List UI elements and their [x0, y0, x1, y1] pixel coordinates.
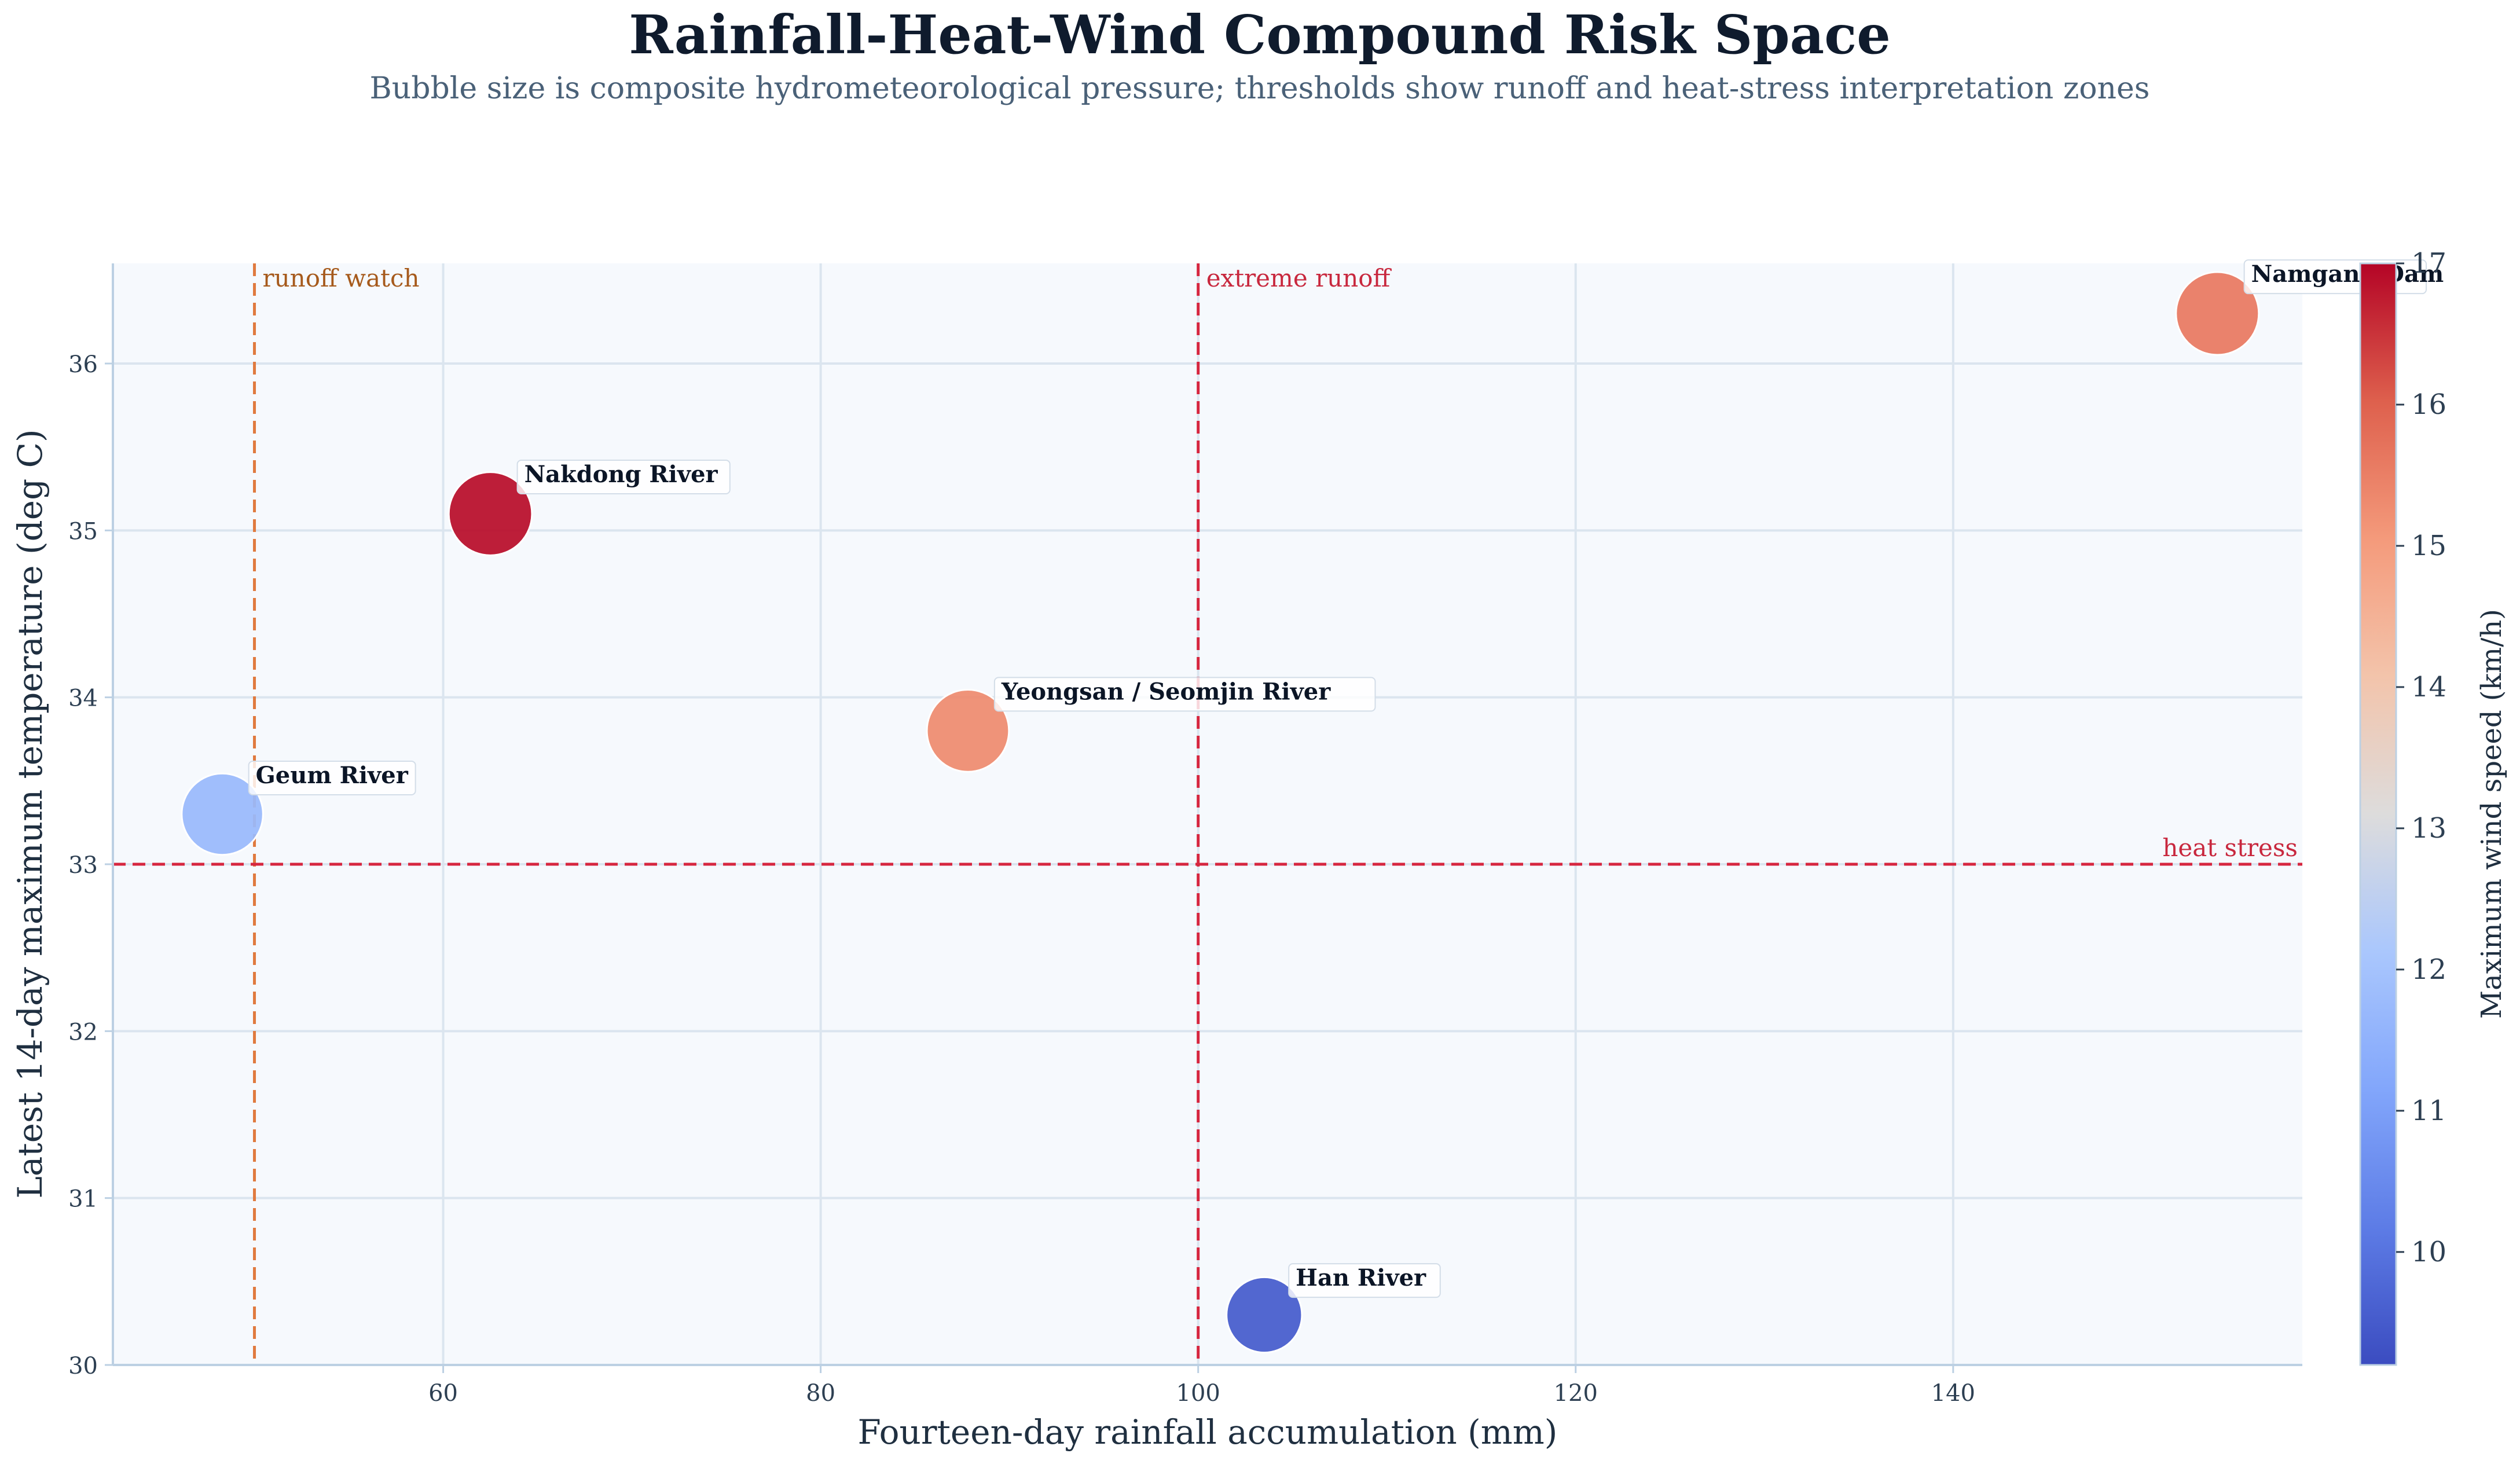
- bubble-label-box-1: [516, 459, 731, 494]
- colorbar-tick-label-0: 10: [2411, 1236, 2446, 1268]
- bubble-1: [447, 471, 533, 556]
- bubble-label-2: Yeongsan / Seomjin River: [993, 677, 1376, 712]
- x-tick-label-1: 80: [806, 1380, 835, 1407]
- colorbar-tick-label-7: 17: [2411, 247, 2446, 280]
- x-tick-label-0: 60: [428, 1380, 458, 1407]
- bubble-label-text-3: Geum River: [256, 762, 409, 789]
- bubble-label-3: Geum River: [248, 760, 416, 795]
- bubble-label-text-2: Yeongsan / Seomjin River: [1001, 678, 1331, 705]
- bubble-layer: [181, 271, 2260, 1354]
- chart-title: Rainfall-Heat-Wind Compound Risk Space: [629, 3, 1891, 66]
- threshold-label-0: runoff watch: [263, 264, 420, 292]
- bubble-0: [2175, 271, 2260, 356]
- chart-subtitle: Bubble size is composite hydrometeorolog…: [370, 71, 2150, 106]
- colorbar-tick-label-4: 14: [2411, 671, 2446, 703]
- threshold-label-2: heat stress: [2162, 834, 2298, 862]
- x-axis-label: Fourteen-day rainfall accumulation (mm): [858, 1412, 1558, 1452]
- x-tick-label-3: 120: [1554, 1380, 1598, 1407]
- threshold-lines: runoff watch extreme runoff heat stress: [113, 263, 2302, 1365]
- y-tick-label-4: 34: [68, 685, 98, 712]
- bubble-labels: Namgang Dam Nakdong River Yeongsan / Seomj…: [248, 259, 2444, 1298]
- y-tick-labels: 30 31 32 33 34 35 36: [68, 351, 113, 1379]
- bubble-label-box-4: [1288, 1263, 1441, 1298]
- bubble-label-text-0: Namgang Dam: [2251, 260, 2444, 288]
- bubble-label-text-4: Han River: [1296, 1264, 1426, 1291]
- x-tick-labels: 60 80 100 120 140: [428, 1365, 1975, 1407]
- colorbar: [2359, 262, 2397, 1366]
- y-tick-label-0: 30: [68, 1353, 98, 1379]
- colorbar-label: Maximum wind speed (km/h): [2475, 609, 2508, 1019]
- bubble-label-1: Nakdong River: [516, 459, 731, 494]
- bubble-label-4: Han River: [1288, 1263, 1441, 1298]
- colorbar-tick-label-5: 15: [2411, 530, 2446, 562]
- y-tick-label-3: 33: [68, 852, 98, 879]
- threshold-label-1: extreme runoff: [1206, 264, 1392, 292]
- bubble-label-box-3: [248, 760, 416, 795]
- bubble-2: [926, 688, 1010, 773]
- bubble-4: [1226, 1276, 1303, 1354]
- y-tick-label-6: 36: [68, 351, 98, 378]
- colorbar-tick-label-6: 16: [2411, 388, 2446, 421]
- colorbar-tick-label-3: 13: [2411, 812, 2446, 845]
- colorbar-tick-label-1: 11: [2411, 1095, 2446, 1127]
- bubble-label-text-1: Nakdong River: [524, 461, 718, 488]
- bubble-3: [181, 772, 264, 856]
- colorbar-ticks: 10 11 12 13 14 15 16 17: [2396, 247, 2446, 1268]
- y-axis-label: Latest 14-day maximum temperature (deg C…: [10, 429, 50, 1198]
- x-tick-label-4: 140: [1931, 1380, 1975, 1407]
- plot-area: [113, 263, 2302, 1365]
- y-tick-label-5: 35: [68, 518, 98, 545]
- colorbar-tick-label-2: 12: [2411, 953, 2446, 986]
- y-tick-label-2: 32: [68, 1019, 98, 1045]
- y-tick-label-1: 31: [68, 1186, 98, 1213]
- bubble-label-box-2: [993, 677, 1376, 712]
- x-tick-label-2: 100: [1176, 1380, 1220, 1407]
